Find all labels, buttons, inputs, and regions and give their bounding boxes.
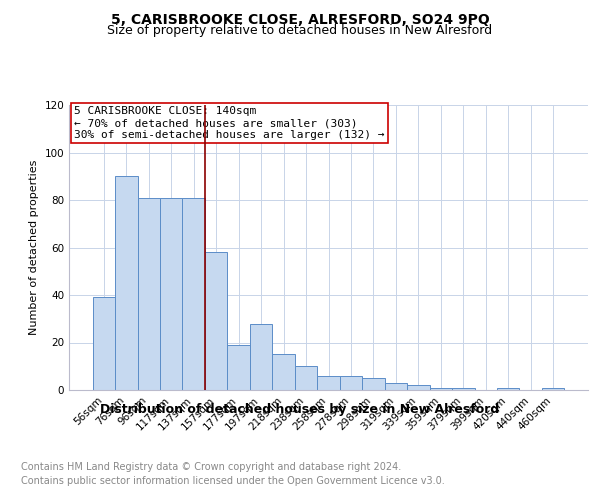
Bar bbox=[542, 388, 565, 390]
Text: 5, CARISBROOKE CLOSE, ALRESFORD, SO24 9PQ: 5, CARISBROOKE CLOSE, ALRESFORD, SO24 9P… bbox=[110, 12, 490, 26]
Bar bbox=[205, 252, 227, 390]
Bar bbox=[160, 198, 182, 390]
Bar bbox=[452, 388, 475, 390]
Bar bbox=[340, 376, 362, 390]
Bar bbox=[115, 176, 137, 390]
Bar bbox=[497, 388, 520, 390]
Bar bbox=[92, 298, 115, 390]
Bar bbox=[137, 198, 160, 390]
Bar bbox=[317, 376, 340, 390]
Bar bbox=[362, 378, 385, 390]
Y-axis label: Number of detached properties: Number of detached properties bbox=[29, 160, 39, 335]
Bar bbox=[250, 324, 272, 390]
Text: Contains public sector information licensed under the Open Government Licence v3: Contains public sector information licen… bbox=[21, 476, 445, 486]
Bar bbox=[227, 345, 250, 390]
Text: Distribution of detached houses by size in New Alresford: Distribution of detached houses by size … bbox=[100, 402, 500, 415]
Text: Size of property relative to detached houses in New Alresford: Size of property relative to detached ho… bbox=[107, 24, 493, 37]
Bar bbox=[430, 388, 452, 390]
Text: Contains HM Land Registry data © Crown copyright and database right 2024.: Contains HM Land Registry data © Crown c… bbox=[21, 462, 401, 472]
Bar bbox=[385, 383, 407, 390]
Bar bbox=[407, 385, 430, 390]
Bar bbox=[182, 198, 205, 390]
Bar bbox=[272, 354, 295, 390]
Bar bbox=[295, 366, 317, 390]
Text: 5 CARISBROOKE CLOSE: 140sqm
← 70% of detached houses are smaller (303)
30% of se: 5 CARISBROOKE CLOSE: 140sqm ← 70% of det… bbox=[74, 106, 385, 140]
